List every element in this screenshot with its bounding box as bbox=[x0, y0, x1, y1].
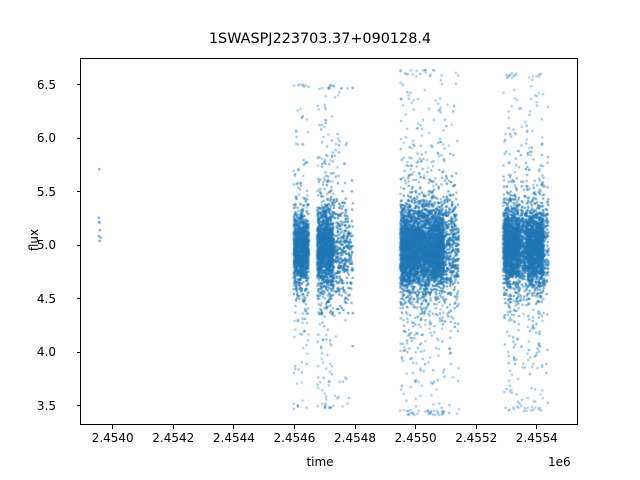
y-axis-tick-label: 5.5 bbox=[36, 184, 56, 199]
x-axis-tick-label: 2.4546 bbox=[273, 431, 316, 445]
x-axis-tick-label: 2.4542 bbox=[152, 431, 195, 445]
plot-area bbox=[80, 58, 578, 425]
x-axis-tick-mark bbox=[293, 425, 296, 429]
x-axis-tick-mark bbox=[233, 425, 235, 429]
y-axis-tick-mark bbox=[76, 191, 80, 193]
x-axis-label: time bbox=[306, 455, 334, 469]
y-axis-tick-mark bbox=[76, 298, 80, 300]
x-axis-tick-label: 2.4540 bbox=[91, 431, 134, 445]
y-axis-tick-mark bbox=[76, 405, 80, 407]
y-axis-tick-mark bbox=[76, 137, 80, 139]
x-axis-offset-text: 1e6 bbox=[548, 455, 571, 469]
y-axis-tick-label: 6.0 bbox=[36, 131, 56, 146]
y-axis-tick-mark bbox=[76, 244, 80, 246]
x-axis-tick-mark bbox=[172, 425, 174, 429]
x-axis-tick-label: 2.4550 bbox=[394, 431, 437, 445]
y-axis-tick-label: 6.5 bbox=[36, 77, 56, 92]
x-axis-tick-label: 2.4554 bbox=[515, 431, 558, 445]
x-axis-tick-mark bbox=[415, 425, 417, 429]
x-axis-tick-mark bbox=[354, 425, 356, 429]
y-axis-tick-mark bbox=[76, 84, 80, 86]
chart-title: 1SWASPJ223703.37+090128.4 bbox=[208, 31, 432, 47]
x-axis-tick-mark bbox=[475, 425, 477, 429]
x-axis-tick-mark bbox=[536, 425, 538, 429]
scatter-points-canvas bbox=[81, 59, 577, 424]
y-axis-tick-mark bbox=[76, 351, 80, 353]
y-axis-tick-label: 5.0 bbox=[36, 238, 56, 253]
x-axis-tick-mark bbox=[112, 425, 114, 429]
x-axis-tick-label: 2.4548 bbox=[334, 431, 377, 445]
x-axis-tick-label: 2.4552 bbox=[455, 431, 498, 445]
y-axis-tick-label: 3.5 bbox=[36, 398, 56, 413]
y-axis-tick-label: 4.5 bbox=[36, 291, 56, 306]
y-axis-tick-label: 4.0 bbox=[36, 345, 56, 360]
x-axis-tick-label: 2.4544 bbox=[212, 431, 255, 445]
